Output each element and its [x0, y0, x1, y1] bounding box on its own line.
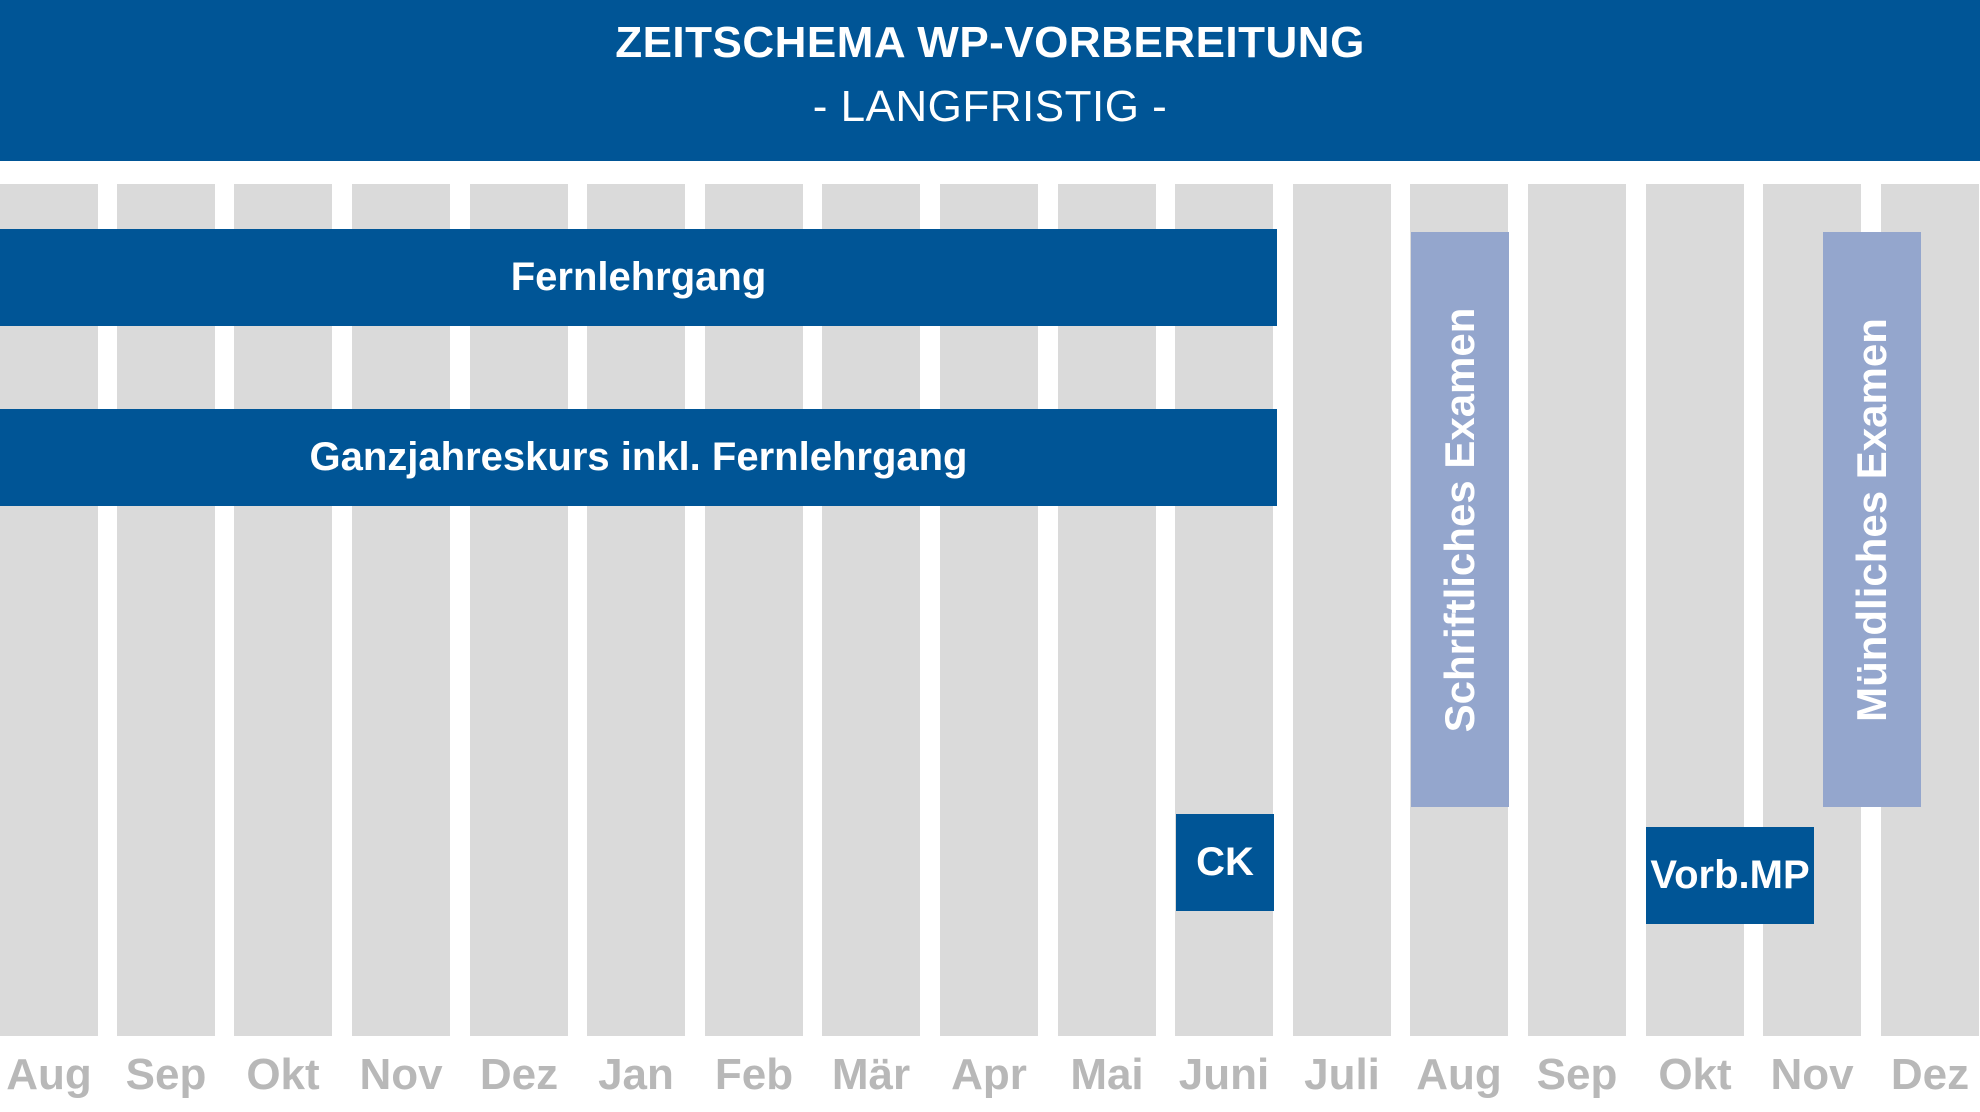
header-banner: ZEITSCHEMA WP-VORBEREITUNG - LANGFRISTIG… — [0, 0, 1980, 161]
month-label: Dez — [1890, 1050, 1970, 1099]
month-column — [0, 184, 98, 1036]
month-label: Apr — [951, 1050, 1027, 1099]
month-label: Mai — [1070, 1050, 1144, 1099]
month-column — [940, 184, 1038, 1036]
month-column — [470, 184, 568, 1036]
bar-schriftliches-examen-label: Schriftliches Examen — [1436, 307, 1483, 732]
month-label: Sep — [125, 1050, 207, 1099]
page-title: ZEITSCHEMA WP-VORBEREITUNG — [615, 18, 1365, 67]
month-label: Okt — [1658, 1050, 1732, 1099]
month-label: Dez — [479, 1050, 559, 1099]
month-column — [234, 184, 332, 1036]
month-column — [1528, 184, 1626, 1036]
month-label: Mär — [831, 1050, 911, 1099]
bar-vorb-mp: Vorb.MP — [1646, 827, 1814, 924]
month-label: Aug — [1416, 1050, 1502, 1099]
month-label: Jan — [598, 1050, 674, 1099]
month-column — [117, 184, 215, 1036]
bar-ganzjahreskurs: Ganzjahreskurs inkl. Fernlehrgang — [0, 409, 1277, 506]
month-column — [705, 184, 803, 1036]
month-label: Juni — [1178, 1050, 1270, 1099]
month-label: Aug — [6, 1050, 92, 1099]
month-column — [1058, 184, 1156, 1036]
month-label: Nov — [1770, 1050, 1854, 1099]
bar-ganzjahreskurs-label: Ganzjahreskurs inkl. Fernlehrgang — [309, 435, 968, 479]
bar-fernlehrgang-label: Fernlehrgang — [510, 255, 767, 299]
month-label: Feb — [714, 1050, 794, 1099]
bar-fernlehrgang: Fernlehrgang — [0, 229, 1277, 326]
bar-muendliches-examen: Mündliches Examen — [1823, 232, 1921, 807]
page-subtitle: - LANGFRISTIG - — [812, 82, 1168, 131]
month-column — [822, 184, 920, 1036]
month-label: Juli — [1304, 1050, 1380, 1099]
bar-ck: CK — [1176, 814, 1274, 911]
bar-vorb-mp-label: Vorb.MP — [1650, 853, 1810, 897]
month-column — [352, 184, 450, 1036]
bar-muendliches-examen-label: Mündliches Examen — [1848, 317, 1895, 722]
month-column — [587, 184, 685, 1036]
month-column — [1293, 184, 1391, 1036]
month-label: Nov — [359, 1050, 443, 1099]
bar-ck-label: CK — [1196, 840, 1254, 884]
month-label: Sep — [1536, 1050, 1618, 1099]
month-label: Okt — [246, 1050, 320, 1099]
bar-schriftliches-examen: Schriftliches Examen — [1411, 232, 1509, 807]
